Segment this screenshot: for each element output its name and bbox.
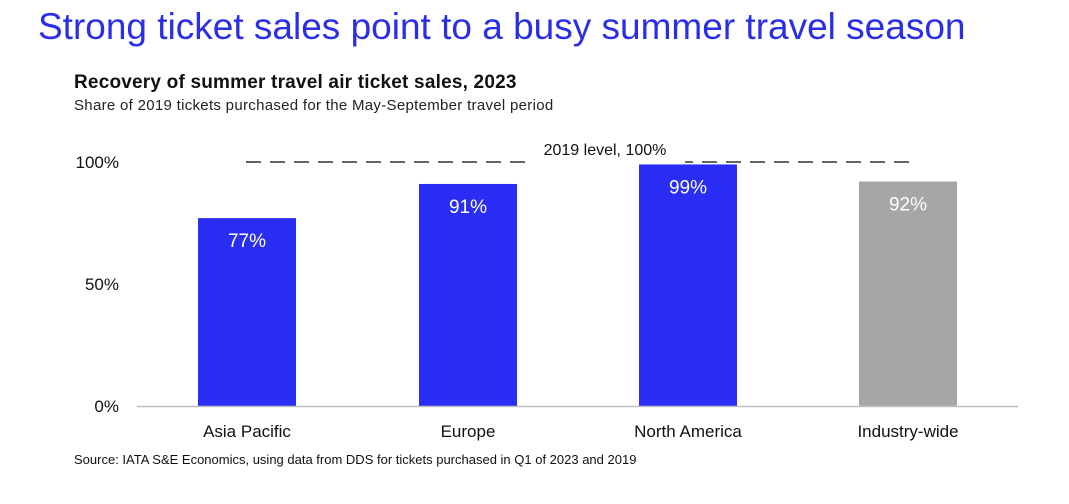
data-label: 91%	[449, 197, 487, 218]
category-label: Industry-wide	[857, 422, 958, 441]
category-label: Europe	[441, 422, 496, 441]
source-note: Source: IATA S&E Economics, using data f…	[74, 452, 637, 467]
page-headline: Strong ticket sales point to a busy summ…	[38, 6, 966, 47]
reference-label-bg	[527, 142, 685, 163]
data-label: 99%	[669, 177, 707, 198]
y-tick-label: 50%	[85, 275, 119, 294]
bar	[859, 181, 957, 406]
category-labels: Asia Pacific Europe North America Industry-…	[203, 422, 958, 441]
y-axis-ticks: 0% 50% 100%	[76, 153, 119, 416]
y-tick-label: 0%	[94, 397, 119, 416]
reference-line-group: 2019 level, 100%	[246, 142, 912, 163]
bars: 77% 91% 99% 92%	[198, 164, 957, 406]
reference-line-label: 2019 level, 100%	[544, 142, 667, 159]
bar	[419, 183, 517, 406]
category-label: Asia Pacific	[203, 422, 291, 441]
bar	[198, 218, 296, 406]
chart-subtitle: Share of 2019 tickets purchased for the …	[74, 97, 554, 114]
data-label: 92%	[889, 195, 927, 216]
y-tick-label: 100%	[76, 153, 119, 172]
chart-title: Recovery of summer travel air ticket sal…	[74, 72, 517, 93]
data-label: 77%	[228, 231, 266, 252]
bar	[639, 164, 737, 406]
category-label: North America	[634, 422, 742, 441]
